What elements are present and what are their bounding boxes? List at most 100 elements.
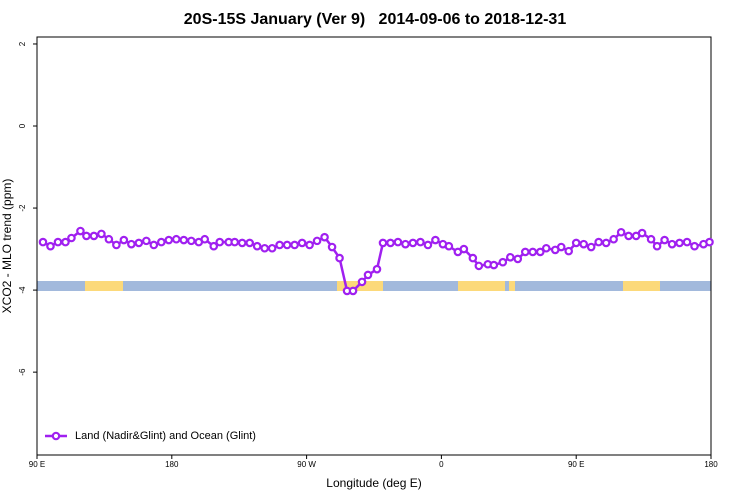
- point: [363, 270, 373, 280]
- point: [401, 239, 410, 249]
- y-tick-label: -6: [18, 368, 27, 376]
- point: [112, 240, 121, 250]
- point: [327, 242, 337, 252]
- y-tick-label: 2: [18, 41, 27, 46]
- point: [134, 238, 144, 248]
- point: [667, 239, 677, 249]
- point: [528, 247, 538, 257]
- point: [61, 237, 70, 247]
- point: [609, 234, 618, 244]
- point: [186, 236, 196, 246]
- land-band: [85, 281, 123, 291]
- point: [556, 242, 566, 252]
- point: [646, 234, 656, 244]
- point: [652, 241, 662, 251]
- land-band: [458, 281, 505, 291]
- land-band: [509, 281, 515, 291]
- y-tick-label: -2: [18, 204, 27, 212]
- point: [601, 238, 611, 248]
- point: [586, 242, 596, 252]
- point: [408, 238, 418, 248]
- point: [237, 238, 247, 248]
- point: [357, 277, 367, 287]
- point: [200, 234, 210, 244]
- point: [378, 238, 388, 248]
- chart-title: 20S-15S January (Ver 9) 2014-09-06 to 20…: [184, 11, 567, 28]
- point: [505, 252, 515, 262]
- point: [579, 239, 588, 249]
- point: [513, 254, 523, 264]
- point: [520, 247, 530, 257]
- surface-band: [37, 281, 711, 291]
- y-tick-label: 0: [18, 123, 27, 128]
- legend-marker: [51, 431, 61, 441]
- point: [423, 240, 433, 250]
- point: [82, 231, 91, 241]
- point: [305, 240, 314, 250]
- point: [104, 234, 114, 244]
- point: [260, 243, 269, 253]
- land-band: [623, 281, 660, 291]
- land-band: [337, 281, 383, 291]
- point: [157, 237, 166, 247]
- point: [571, 238, 581, 248]
- y-tick-label: -4: [18, 286, 27, 294]
- point: [297, 238, 307, 248]
- x-tick-label: 90 W: [297, 460, 316, 469]
- point: [89, 231, 99, 241]
- point: [209, 241, 219, 251]
- point: [468, 253, 478, 263]
- x-axis-label: Longitude (deg E): [326, 476, 421, 490]
- point: [348, 286, 358, 296]
- point: [660, 235, 669, 245]
- point: [637, 228, 647, 238]
- y-axis-label: XCO2 - MLO trend (ppm): [0, 179, 14, 314]
- x-tick-label: 0: [439, 460, 444, 469]
- point: [535, 247, 545, 257]
- point: [690, 241, 699, 251]
- point: [386, 238, 395, 248]
- x-tick-label: 180: [704, 460, 718, 469]
- point: [38, 237, 48, 247]
- point: [705, 237, 714, 247]
- point: [76, 226, 85, 236]
- x-tick-label: 90 E: [29, 460, 45, 469]
- point: [564, 246, 574, 256]
- point: [282, 240, 292, 250]
- point: [444, 241, 454, 251]
- point: [142, 236, 151, 246]
- point: [682, 237, 692, 247]
- point: [624, 231, 633, 241]
- point: [230, 237, 240, 247]
- point: [252, 241, 262, 251]
- point: [393, 237, 403, 247]
- point: [675, 238, 684, 248]
- legend-label: Land (Nadir&Glint) and Ocean (Glint): [75, 430, 256, 442]
- point: [416, 237, 425, 247]
- point: [616, 227, 626, 237]
- point: [335, 253, 344, 263]
- point: [53, 237, 63, 247]
- point: [171, 234, 181, 244]
- point: [312, 236, 322, 246]
- point: [127, 239, 136, 249]
- x-tick-label: 90 E: [568, 460, 584, 469]
- point: [245, 238, 254, 248]
- point: [97, 229, 106, 239]
- point: [541, 243, 551, 253]
- point: [164, 235, 174, 245]
- point: [119, 235, 129, 245]
- point: [489, 260, 499, 270]
- point: [215, 237, 225, 247]
- point: [290, 240, 299, 250]
- point: [149, 240, 159, 250]
- x-tick-label: 180: [165, 460, 179, 469]
- point: [320, 232, 329, 242]
- point: [372, 264, 382, 274]
- point: [498, 257, 508, 267]
- point: [431, 235, 440, 245]
- point: [267, 243, 277, 253]
- point: [46, 241, 55, 251]
- point: [179, 235, 189, 245]
